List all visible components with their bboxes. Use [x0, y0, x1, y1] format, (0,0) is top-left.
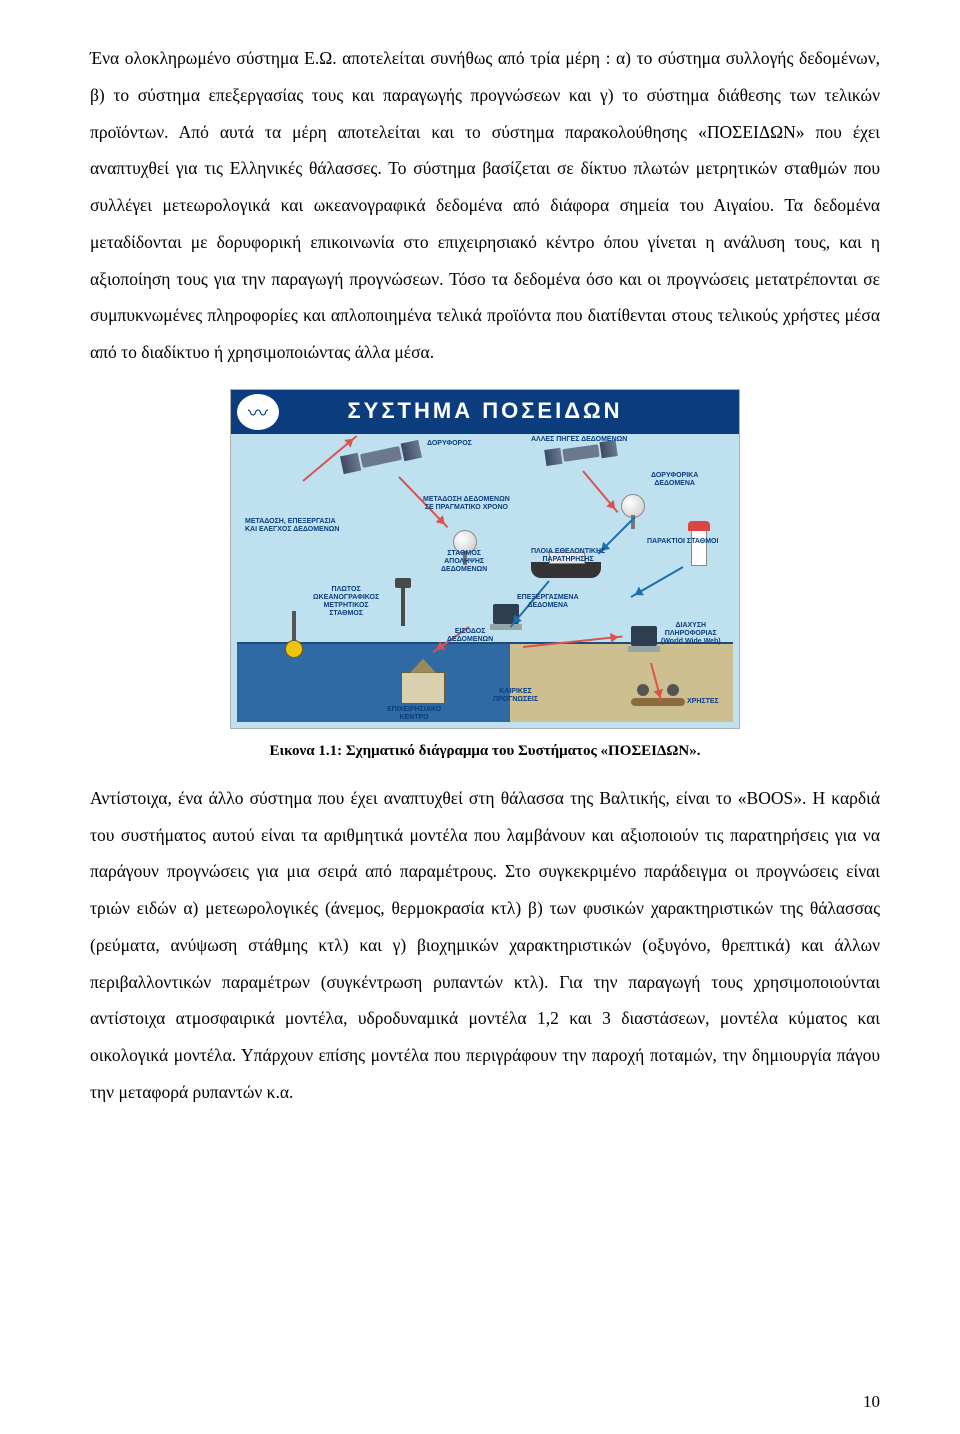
- antenna-icon: [401, 586, 405, 626]
- land-area: [237, 644, 733, 722]
- figure-1: 〰 ΣΥΣΤΗΜΑ ΠΟΣΕΙΔΩΝ: [90, 389, 880, 760]
- label-center: ΕΠΙΧΕΙΡΗΣΙΑΚΟ ΚΕΝΤΡΟ: [387, 706, 441, 722]
- arrow-icon: [631, 566, 684, 598]
- page-number: 10: [863, 1392, 880, 1412]
- para2-lead: Αντίστοιχα, ένα άλλο σύστημα που έχει αν…: [90, 788, 813, 808]
- para2-body: Η καρδιά του συστήματος αυτού είναι τα α…: [90, 788, 880, 1102]
- paragraph-2: Αντίστοιχα, ένα άλλο σύστημα που έχει αν…: [90, 780, 880, 1111]
- arrow-icon: [582, 470, 618, 513]
- label-realtime: ΜΕΤΑΔΟΣΗ ΔΕΔΟΜΕΝΩΝ ΣΕ ΠΡΑΓΜΑΤΙΚΟ ΧΡΟΝΟ: [423, 496, 510, 512]
- label-satellite: ΔΟΡΥΦΟΡΟΣ: [427, 440, 472, 448]
- document-page: Ένα ολοκληρωμένο σύστημα Ε.Ω. αποτελείτα…: [0, 0, 960, 1434]
- lighthouse-icon: [691, 530, 707, 566]
- satellite-icon: [360, 446, 402, 468]
- label-www: ΔΙΑΧΥΣΗ ΠΛΗΡΟΦΟΡΙΑΣ (World Wide Web): [661, 622, 721, 646]
- label-coastal: ΠΑΡΑΚΤΙΟΙ ΣΤΑΘΜΟΙ: [647, 538, 718, 546]
- label-buoy: ΠΛΩΤΟΣ ΩΚΕΑΝΟΓΡΑΦΙΚΟΣ ΜΕΤΡΗΤΙΚΟΣ ΣΤΑΘΜΟΣ: [313, 586, 379, 618]
- label-processed: ΕΠΕΞΕΡΓΑΣΜΕΝΑ ΔΕΔΟΜΕΝΑ: [517, 594, 579, 610]
- label-users: ΧΡΗΣΤΕΣ: [687, 698, 719, 706]
- figure-title: ΣΥΣΤΗΜΑ ΠΟΣΕΙΔΩΝ: [231, 398, 739, 424]
- satellite-icon: [562, 444, 599, 461]
- building-icon: [401, 672, 445, 704]
- paragraph-1: Ένα ολοκληρωμένο σύστημα Ε.Ω. αποτελείτα…: [90, 40, 880, 371]
- dish-icon: [621, 494, 645, 518]
- figure-caption: Εικονα 1.1: Σχηματικό διάγραμμα του Συστ…: [269, 743, 700, 760]
- label-ship: ΠΛΟΙΑ ΕΘΕΛΟΝΤΙΚΗΣ ΠΑΡΑΤΗΡΗΣΗΣ: [531, 548, 605, 564]
- poseidon-diagram: 〰 ΣΥΣΤΗΜΑ ΠΟΣΕΙΔΩΝ: [230, 389, 740, 729]
- label-other-sources: ΑΛΛΕΣ ΠΗΓΕΣ ΔΕΔΟΜΕΝΩΝ: [531, 436, 627, 444]
- label-weather: ΚΑΙΡΙΚΕΣ ΠΡΟΓΝΩΣΕΙΣ: [493, 688, 538, 704]
- label-receiving: ΣΤΑΘΜΟΣ ΑΠΟΛΗΨΗΣ ΔΕΔΟΜΕΝΩΝ: [441, 550, 487, 574]
- buoy-icon: [285, 640, 303, 658]
- label-sat-data: ΔΟΡΥΦΟΡΙΚΑ ΔΕΔΟΜΕΝΑ: [651, 472, 698, 488]
- computer-icon: [631, 626, 657, 646]
- label-input: ΕΙΣΟΔΟΣ ΔΕΔΟΜΕΝΩΝ: [447, 628, 493, 644]
- ship-icon: [531, 562, 601, 578]
- label-processing: ΜΕΤΑΔΟΣΗ, ΕΠΕΞΕΡΓΑΣΙΑ ΚΑΙ ΕΛΕΓΧΟΣ ΔΕΔΟΜΕ…: [245, 518, 339, 534]
